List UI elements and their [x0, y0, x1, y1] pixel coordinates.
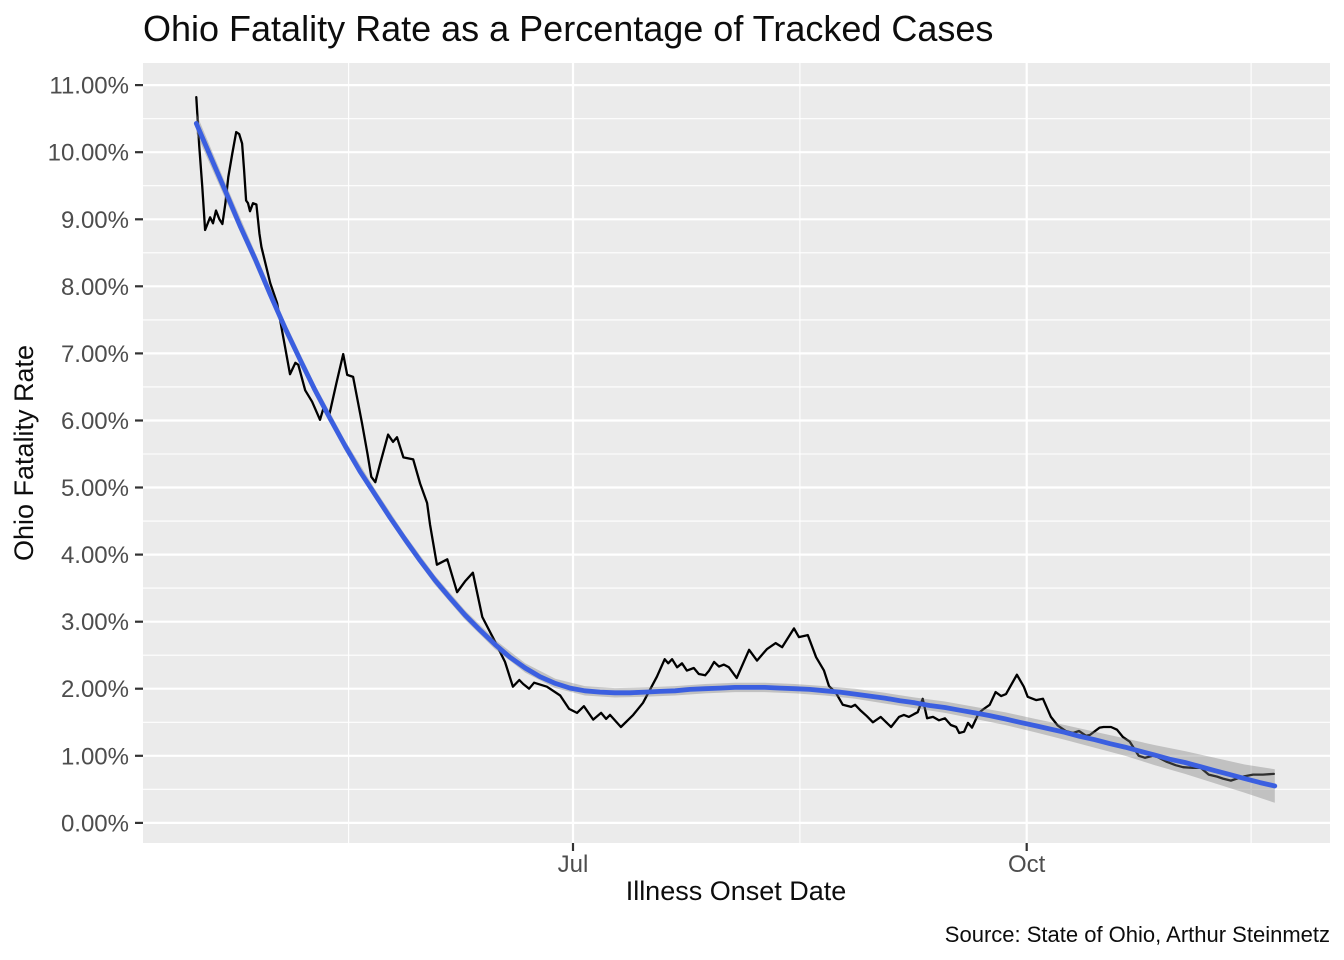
daily-rate-line-layer	[195, 96, 1275, 782]
axis-ticks	[135, 83, 1028, 851]
y-tick-label: 0.00%	[61, 810, 129, 837]
y-tick-label: 10.00%	[48, 140, 129, 167]
minor-gridlines	[143, 63, 1330, 843]
y-tick-label: 6.00%	[61, 408, 129, 435]
source-caption: Source: State of Ohio, Arthur Steinmetz	[945, 922, 1330, 947]
y-axis-title: Ohio Fatality Rate	[9, 345, 39, 561]
y-tick-label: 5.00%	[61, 475, 129, 502]
y-tick-label: 9.00%	[61, 207, 129, 234]
y-tick-label: 7.00%	[61, 341, 129, 368]
y-tick-label: 8.00%	[61, 274, 129, 301]
x-tick-label: Jul	[558, 851, 589, 878]
chart-title: Ohio Fatality Rate as a Percentage of Tr…	[143, 8, 993, 49]
y-tick-label: 4.00%	[61, 542, 129, 569]
daily-rate-line	[195, 96, 1275, 782]
plot-panel	[143, 63, 1330, 843]
y-tick-label: 1.00%	[61, 743, 129, 770]
y-axis-tick-labels: 0.00% 1.00% 2.00% 3.00% 4.00% 5.00% 6.00% 7.00%…	[48, 73, 129, 838]
x-axis-tick-labels: Jul Oct	[558, 851, 1046, 878]
x-axis-title: Illness Onset Date	[626, 876, 847, 906]
x-tick-label: Oct	[1008, 851, 1046, 878]
y-tick-label: 11.00%	[49, 73, 129, 100]
smooth-trend-line	[193, 121, 1278, 789]
smooth-trend-line-layer	[193, 121, 1278, 789]
y-tick-label: 2.00%	[61, 676, 129, 703]
y-tick-label: 3.00%	[61, 609, 129, 636]
